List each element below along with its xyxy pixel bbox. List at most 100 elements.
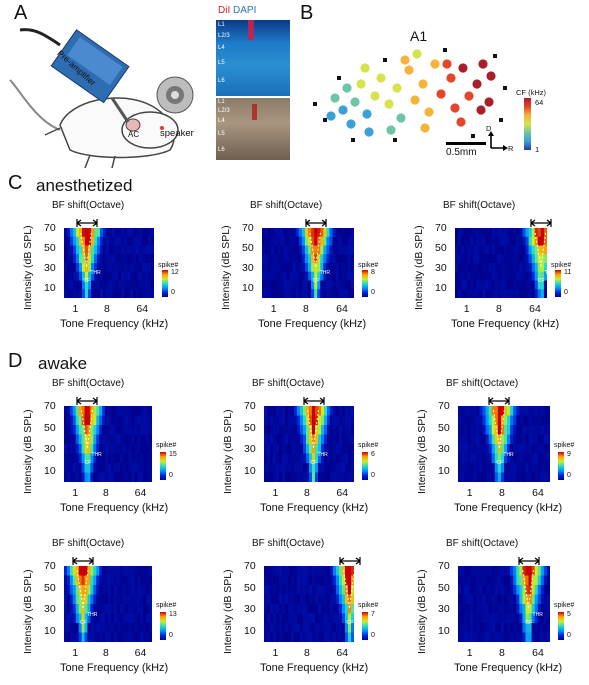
heatmap-cell <box>309 613 313 624</box>
heatmap-cell <box>87 425 91 435</box>
heatmap-cell <box>149 623 152 633</box>
heatmap-cell <box>522 280 527 290</box>
heatmap-cell <box>482 434 487 445</box>
heatmap-cell <box>149 632 152 642</box>
heatmap-cell <box>131 415 135 426</box>
heatmap-cell <box>148 263 152 273</box>
heatmap-cell <box>70 271 74 281</box>
heatmap-cell <box>482 613 487 624</box>
heatmap-cell <box>93 575 97 586</box>
heatmap-cell <box>274 280 278 290</box>
heatmap-cell <box>543 254 547 264</box>
heatmap-cell <box>531 406 536 416</box>
heatmap-cell <box>494 585 499 595</box>
heatmap-cell <box>528 271 533 281</box>
heatmap-cell <box>519 575 523 586</box>
heatmap-cell <box>113 594 118 605</box>
heatmap-cell <box>265 236 269 246</box>
heatmap-cell <box>264 415 268 426</box>
heatmap-cell <box>497 434 502 445</box>
heatmap-cell <box>531 444 536 454</box>
heatmap-cell <box>146 566 150 576</box>
heatmap-cell <box>482 453 487 464</box>
heatmap-cell <box>109 228 113 238</box>
heatmap-cell <box>461 585 465 595</box>
y-tick-label: 70 <box>44 400 56 412</box>
heatmap-cell <box>482 289 487 298</box>
heatmap-cell <box>96 566 100 576</box>
heatmap-cell <box>91 228 95 238</box>
heatmap-cell <box>323 263 327 273</box>
heatmap-cell <box>476 453 480 464</box>
heatmap-title: BF shift(Octave) <box>252 538 325 549</box>
heatmap-cell <box>513 263 517 273</box>
y-tick-label: 10 <box>438 465 450 478</box>
non-responsive-site <box>499 118 503 122</box>
heatmap-cell <box>146 575 150 586</box>
heatmap-cell <box>504 623 508 633</box>
heatmap-cell <box>485 236 490 246</box>
thr-label: THR <box>319 270 330 276</box>
heatmap-cell <box>312 453 316 464</box>
heatmap-cell <box>294 406 298 416</box>
heatmap-cell <box>458 594 462 605</box>
heatmap-cell <box>497 472 502 482</box>
heatmap-cell <box>280 254 284 264</box>
colorbar-title: spike# <box>554 442 575 450</box>
heatmap-cell <box>339 472 343 482</box>
heatmap-cell <box>513 463 517 473</box>
heatmap-cell <box>133 289 137 298</box>
heatmap-cell <box>115 271 119 281</box>
heatmap-cell <box>488 472 493 482</box>
colorbar-min: 1 <box>535 145 540 154</box>
heatmap-cell <box>108 415 112 426</box>
heatmap-cell <box>525 263 530 273</box>
layer-label: L5 <box>218 60 225 66</box>
heatmap-cell <box>534 406 539 416</box>
heatmap-cell <box>320 228 324 238</box>
heatmap-cell <box>522 289 527 298</box>
heatmap-cell <box>119 415 124 426</box>
heatmap-cell <box>516 236 520 246</box>
heatmap-cell <box>90 472 94 482</box>
heatmap-cell <box>72 623 77 633</box>
heatmap-cell <box>461 271 465 281</box>
heatmap-cell <box>264 623 268 633</box>
heatmap-cell <box>66 604 71 614</box>
heatmap-cell <box>342 623 346 633</box>
heatmap-cell <box>69 406 74 416</box>
heatmap-cell <box>90 632 94 642</box>
heatmap-cell <box>85 280 89 290</box>
heatmap-cell <box>543 472 548 482</box>
heatmap-cell <box>78 453 83 464</box>
heatmap-cell <box>494 254 499 264</box>
heatmap-cell <box>317 263 321 273</box>
heatmap-cell <box>342 472 346 482</box>
tuning-boundary <box>534 231 547 267</box>
heatmap-cell <box>99 632 103 642</box>
x-tick-label: 8 <box>103 647 109 659</box>
heatmap-cell <box>137 434 141 445</box>
heatmap-cell <box>464 289 468 298</box>
heatmap-cell <box>64 415 68 426</box>
heatmap-cell <box>473 271 477 281</box>
heatmap-cell <box>67 245 71 255</box>
heatmap-cell <box>136 263 140 273</box>
heatmap-cell <box>268 245 272 255</box>
heatmap-cell <box>308 228 312 238</box>
heatmap-cell <box>315 425 319 435</box>
heatmap-cell <box>100 245 104 255</box>
heatmap-cell <box>139 280 143 290</box>
heatmap-cell <box>267 425 271 435</box>
heatmap-cell <box>140 575 144 586</box>
heatmap-cell <box>136 254 140 264</box>
heatmap-cell <box>311 263 315 273</box>
heatmap-cell <box>473 280 477 290</box>
heatmap-cell <box>128 444 132 454</box>
heatmap-cell <box>81 463 86 473</box>
x-tick-label: 1 <box>72 487 79 499</box>
heatmap-cell <box>473 613 477 624</box>
heatmap-cell <box>137 604 141 614</box>
heatmap-cell <box>139 289 143 298</box>
heatmap-cell <box>297 566 301 576</box>
